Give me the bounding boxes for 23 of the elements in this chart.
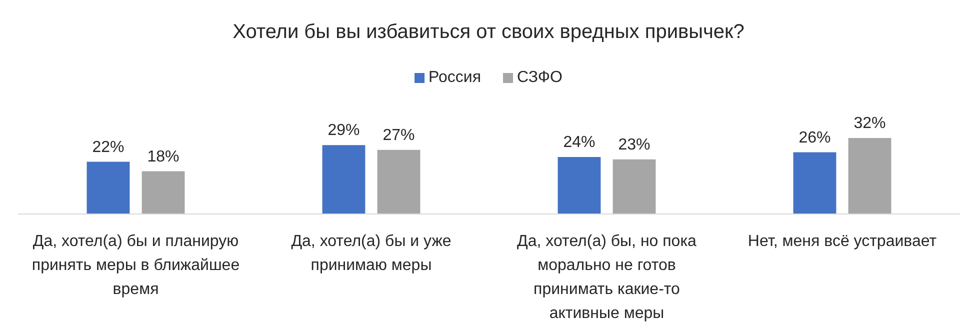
bar xyxy=(612,159,656,214)
data-label: 23% xyxy=(618,136,650,154)
x-tick-label: Да, хотел(а) бы и уже принимаю меры xyxy=(291,233,452,274)
data-label: 26% xyxy=(798,129,831,146)
x-tick-label: Нет, меня всё устраивает xyxy=(748,233,938,250)
bar xyxy=(86,162,130,214)
bar xyxy=(793,152,836,214)
bar xyxy=(322,145,366,214)
x-tick-label: Да, хотел(а) бы и планирую принять меры в ближайшее время xyxy=(32,233,240,298)
bar xyxy=(848,138,892,214)
bar xyxy=(142,171,185,214)
data-label: 22% xyxy=(92,138,124,156)
legend-label: Россия xyxy=(428,69,481,86)
legend-label: СЗФО xyxy=(517,69,562,86)
bar xyxy=(558,157,601,214)
data-label: 29% xyxy=(328,122,360,140)
data-label: 18% xyxy=(147,148,180,166)
chart-title: Хотели бы вы избавиться от своих вредных привычек? xyxy=(232,21,744,43)
data-label: 24% xyxy=(563,134,596,151)
x-tick-label: Да, хотел(а) бы, но пока морально не готов принимать какие-то активные меры xyxy=(517,233,697,322)
bar xyxy=(377,150,420,214)
data-label: 32% xyxy=(854,115,886,132)
data-label: 27% xyxy=(382,126,415,144)
